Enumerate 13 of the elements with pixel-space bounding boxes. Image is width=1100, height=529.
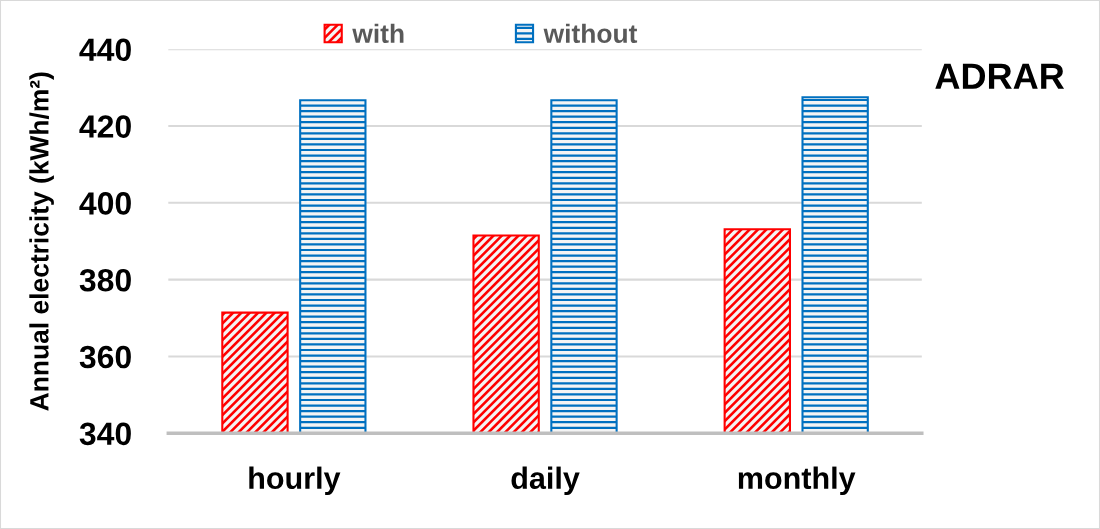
x-tick-label: hourly bbox=[249, 466, 341, 496]
text: ADRAR bbox=[935, 63, 1065, 89]
y-tick-label: 340 bbox=[79, 422, 131, 446]
y-tick-label: 420 bbox=[79, 115, 131, 138]
legend-label: without bbox=[543, 23, 638, 44]
y-tick-label: 360 bbox=[79, 345, 131, 369]
y-axis-title: Annual electricity (kWh/m²) bbox=[29, 72, 54, 411]
x-tick-label: daily bbox=[511, 466, 580, 496]
y-tick-label: 440 bbox=[79, 38, 131, 62]
x-tick-label: monthly bbox=[738, 466, 856, 496]
legend-label: with bbox=[352, 23, 404, 43]
y-tick-label: 400 bbox=[79, 192, 131, 215]
y-tick-label: 380 bbox=[79, 268, 131, 292]
